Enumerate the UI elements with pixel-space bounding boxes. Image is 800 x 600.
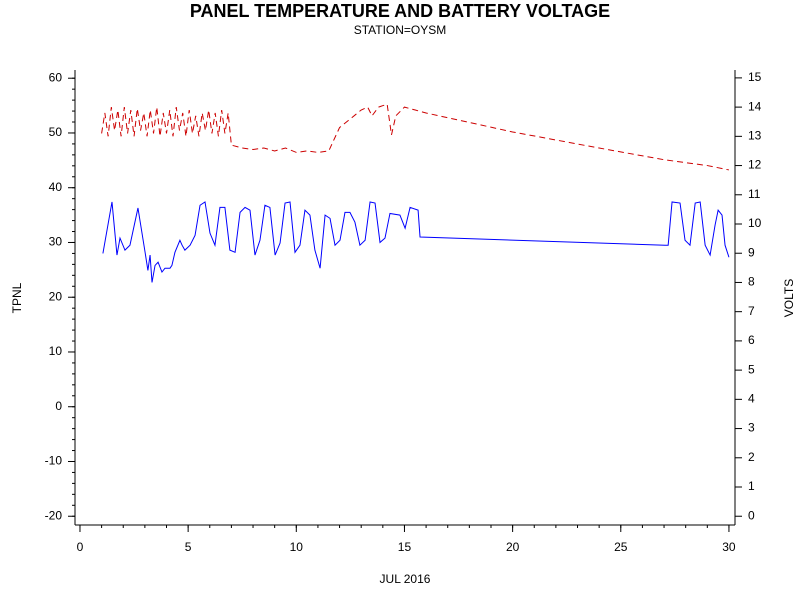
y-tick-label: 50 [49, 125, 63, 139]
y-axis-label: TPNL [10, 282, 24, 313]
y2-tick-label: 12 [748, 158, 762, 172]
y2-tick-label: 4 [748, 392, 755, 406]
y2-tick-label: 14 [748, 99, 762, 113]
y2-tick-label: 9 [748, 245, 755, 259]
chart-title: PANEL TEMPERATURE AND BATTERY VOLTAGE [190, 1, 610, 21]
y-tick-label: 60 [49, 70, 63, 84]
chart-subtitle: STATION=OYSM [354, 23, 447, 37]
y-tick-label: -10 [45, 454, 63, 468]
y2-tick-label: 0 [748, 508, 755, 522]
x-tick-label: 30 [722, 540, 736, 554]
x-tick-label: 5 [185, 540, 192, 554]
y2-tick-label: 8 [748, 275, 755, 289]
x-axis-label: JUL 2016 [380, 572, 431, 586]
series-line [102, 201, 730, 283]
x-tick-label: 15 [398, 540, 412, 554]
y2-tick-label: 1 [748, 479, 755, 493]
y2-tick-label: 3 [748, 421, 755, 435]
y-tick-label: 20 [49, 289, 63, 303]
y-tick-label: 10 [49, 344, 63, 358]
y2-tick-label: 15 [748, 70, 762, 84]
y2-tick-label: 11 [748, 187, 761, 201]
y-tick-label: 40 [49, 180, 63, 194]
y2-tick-label: 6 [748, 333, 755, 347]
x-tick-label: 20 [506, 540, 520, 554]
y-tick-label: 0 [55, 399, 62, 413]
y2-tick-label: 13 [748, 129, 762, 143]
x-tick-label: 10 [290, 540, 304, 554]
x-tick-label: 0 [77, 540, 84, 554]
series-line [101, 103, 730, 171]
y2-axis-label: VOLTS [782, 279, 796, 317]
y-tick-label: -20 [45, 508, 63, 522]
y-tick-label: 30 [49, 235, 63, 249]
y2-tick-label: 5 [748, 362, 755, 376]
y2-tick-label: 10 [748, 216, 762, 230]
y2-tick-label: 2 [748, 450, 755, 464]
y2-tick-label: 7 [748, 304, 755, 318]
x-tick-label: 25 [614, 540, 628, 554]
